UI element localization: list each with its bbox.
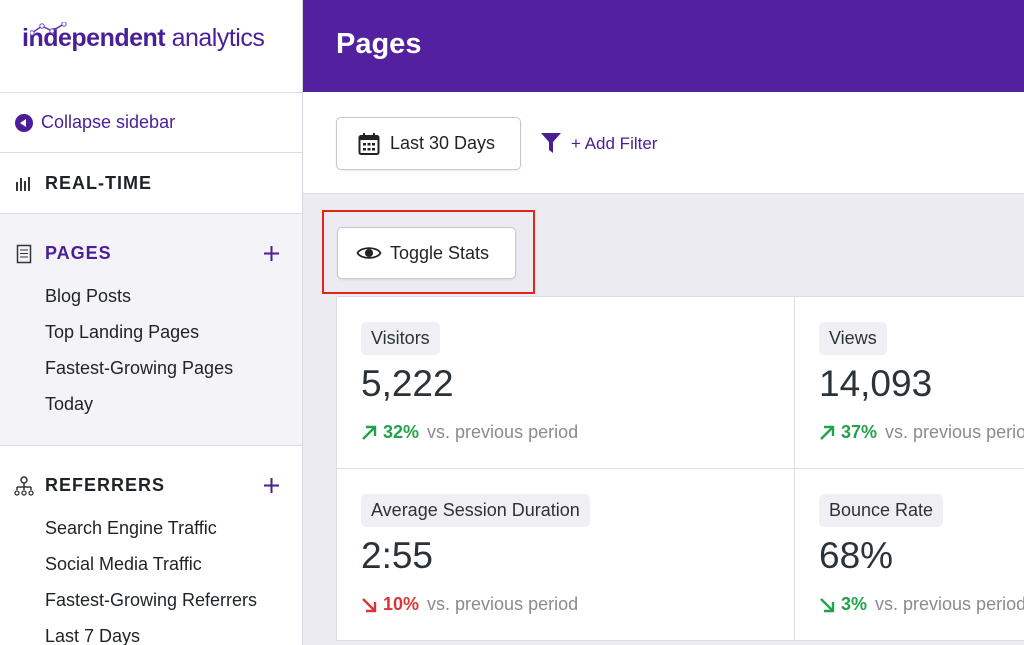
stat-comparison: vs. previous period (427, 422, 579, 442)
nav-item[interactable]: Fastest-Growing Pages (45, 358, 234, 378)
stat-card: Visitors 5,222 32% vs. previous period (336, 296, 795, 469)
realtime-icon (16, 177, 30, 191)
stat-card: Views 14,093 37% vs. previous period (794, 296, 1024, 469)
add-filter[interactable]: + Add Filter (571, 134, 658, 153)
calendar-icon (358, 132, 380, 155)
nav-item[interactable]: Fastest-Growing Referrers (45, 590, 258, 610)
stat-value: 2:55 (361, 535, 434, 576)
date-range: Last 30 Days (390, 133, 496, 153)
stat-change-value: 32% (383, 422, 420, 442)
logo-icon (30, 22, 67, 36)
logo-product: analytics (171, 24, 265, 52)
filter-icon (541, 133, 561, 153)
pages-icon (16, 244, 32, 264)
header (303, 0, 1024, 92)
stat-comparison: vs. previous period (875, 594, 1024, 614)
highlight-box (322, 210, 535, 294)
sidebar: independent analytics Collapse sidebar R… (0, 0, 303, 645)
add-report[interactable] (263, 477, 280, 494)
stat-value: 68% (819, 535, 894, 576)
stat-change: 37% vs. previous period (819, 422, 1024, 443)
stat-change: 3% vs. previous period (819, 594, 1024, 615)
stat-label: Views (819, 322, 887, 355)
logo[interactable]: independent analytics (22, 22, 265, 53)
page-title: Pages (336, 28, 422, 60)
nav-section[interactable]: REAL-TIME (45, 173, 152, 193)
stat-change-value: 37% (841, 422, 878, 442)
referrers-icon (14, 476, 34, 496)
stat-label: Average Session Duration (361, 494, 590, 527)
collapse-icon (15, 113, 33, 132)
stat-value: 5,222 (361, 363, 454, 404)
collapse-label: Collapse sidebar (41, 112, 176, 132)
stat-comparison: vs. previous period (427, 594, 579, 614)
trend-arrow (820, 425, 835, 440)
add-report[interactable] (263, 245, 280, 262)
nav-item[interactable]: Last 7 Days (45, 626, 141, 645)
collapse-sidebar[interactable]: Collapse sidebar (14, 112, 175, 133)
nav-item[interactable]: Blog Posts (45, 286, 132, 306)
stat-change: 32% vs. previous period (361, 422, 578, 443)
stat-label: Bounce Rate (819, 494, 944, 527)
trend-arrow (362, 425, 377, 440)
nav-item[interactable]: Today (45, 394, 94, 414)
nav-section[interactable]: PAGES (45, 243, 112, 263)
stat-change: 10% vs. previous period (361, 594, 578, 615)
nav-section[interactable]: REFERRERS (45, 475, 166, 495)
toggle-label: Toggle Stats (390, 242, 490, 263)
nav-item[interactable]: Search Engine Traffic (45, 518, 217, 538)
stat-change-value: 10% (383, 594, 420, 614)
stat-label: Visitors (361, 322, 440, 355)
trend-arrow (820, 597, 835, 612)
stat-card: Average Session Duration 2:55 10% vs. previ… (336, 468, 795, 641)
stat-comparison: vs. previous period (885, 422, 1024, 442)
date-button[interactable]: Last 30 Days (336, 117, 521, 170)
stat-value: 14,093 (819, 363, 933, 404)
nav-item[interactable]: Social Media Traffic (45, 554, 202, 574)
nav-item[interactable]: Top Landing Pages (45, 322, 200, 342)
stat-card: Bounce Rate 68% 3% vs. previous period (794, 468, 1024, 641)
trend-arrow (362, 597, 377, 612)
eye-icon (356, 247, 382, 259)
pages-section (0, 214, 302, 445)
stat-change-value: 3% (841, 594, 868, 614)
toggle-stats-button[interactable]: Toggle Stats (337, 227, 516, 279)
